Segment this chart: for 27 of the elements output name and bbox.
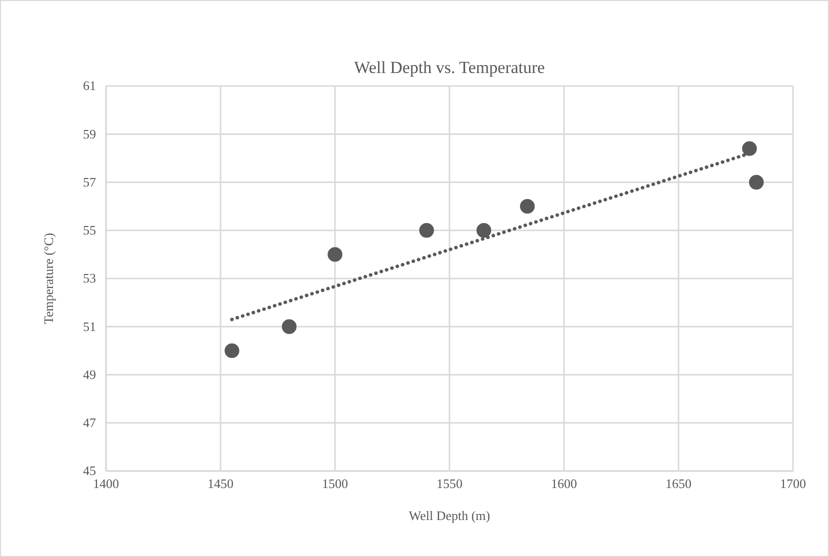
y-tick-label: 53 [83,270,96,286]
y-tick-label: 51 [83,318,96,334]
x-tick-label: 1700 [780,476,806,492]
y-tick-label: 45 [83,463,96,478]
x-axis-title: Well Depth (m) [408,508,490,523]
x-tick-label: 1550 [436,476,462,492]
x-tick-label: 1450 [208,476,234,492]
point [328,247,342,262]
y-axis-title: Temperature (°C) [41,232,56,324]
point [742,141,757,156]
x-tick-label: 1650 [666,476,692,492]
y-tick-label: 55 [83,222,96,238]
y-tick-label: 59 [83,126,96,142]
chart-title: Well Depth vs. Temperature [354,58,545,77]
point [224,343,240,358]
y-tick-label: 49 [83,366,96,382]
y-tick-label: 47 [83,415,96,430]
y-tick-label: 61 [83,78,96,94]
point [282,319,297,334]
point [749,174,764,190]
point [419,223,434,238]
point [476,223,492,238]
y-tick-label: 57 [83,174,96,190]
x-tick-label: 1600 [551,476,577,492]
x-tick-label: 1500 [322,476,348,492]
point [520,198,535,214]
x-tick-label: 1400 [93,476,119,492]
